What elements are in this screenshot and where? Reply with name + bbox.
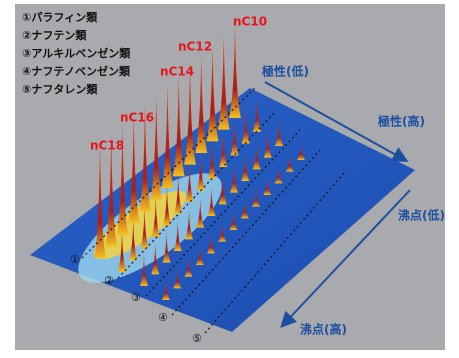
legend-item: ①パラフィン類 <box>22 10 98 24</box>
legend-item: ⑤ナフタレン類 <box>22 82 98 96</box>
peak-label: nC18 <box>90 139 124 153</box>
peak-label: nC16 <box>120 111 154 125</box>
figure: 極性(低) 極性(高) 沸点(低) 沸点(高) ①パラフィン類 ②ナフテン類 ③アル… <box>0 0 459 354</box>
region-marker: ③ <box>131 291 141 304</box>
legend-item: ③アルキルベンゼン類 <box>22 46 131 60</box>
region-marker: ④ <box>158 311 168 324</box>
axis-label: 沸点(高) <box>300 322 347 337</box>
legend-item: ②ナフテン類 <box>22 28 87 42</box>
peak-label: nC10 <box>233 15 267 29</box>
region-marker: ⑤ <box>192 332 202 345</box>
peak-label: nC12 <box>178 40 212 54</box>
axis-label: 極性(低) <box>262 64 309 79</box>
axis-label: 沸点(低) <box>398 208 445 223</box>
region-marker: ② <box>104 274 114 287</box>
axis-label: 極性(高) <box>378 114 425 129</box>
region-marker: ① <box>70 253 80 266</box>
peak-label: nC14 <box>160 65 194 79</box>
legend-item: ④ナフテノベンゼン類 <box>22 64 131 78</box>
